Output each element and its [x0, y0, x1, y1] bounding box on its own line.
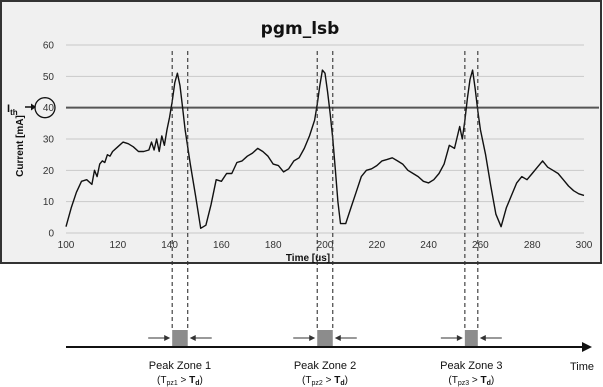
zone-condition-t-sub: pz2 — [312, 380, 323, 387]
zone-condition-d-sub: d — [340, 380, 344, 387]
x-tick-label: 280 — [524, 240, 541, 251]
threshold-arrowhead-icon — [31, 103, 36, 111]
y-tick-label: 20 — [43, 166, 55, 177]
timeline-label: Time — [570, 361, 594, 373]
x-tick-label: 100 — [58, 240, 75, 251]
x-tick-label: 140 — [161, 240, 178, 251]
zone-arrowhead-left-icon — [456, 335, 463, 341]
zone-condition-t-sub: pz1 — [166, 380, 177, 387]
zone-condition-t-sub: pz3 — [458, 380, 469, 387]
peak-zone: Peak Zone 2(Tpz2 > Td) — [293, 51, 357, 387]
y-tick-labels: 0 10 20 30 40 50 60 — [43, 41, 55, 240]
x-tick-label: 160 — [213, 240, 230, 251]
x-tick-label: 220 — [368, 240, 385, 251]
zone-box — [172, 330, 188, 347]
series-line — [65, 69, 585, 229]
zone-arrowhead-right-icon — [189, 335, 196, 341]
y-tick-label: 10 — [43, 197, 55, 208]
threshold-label-main: I — [7, 103, 10, 115]
peak-zones: Peak Zone 1(Tpz1 > Td)Peak Zone 2(Tpz2 >… — [148, 51, 503, 387]
zone-condition-t-main: T — [452, 375, 458, 386]
zone-condition-t-main: T — [305, 375, 311, 386]
zone-condition-gt: > — [178, 375, 189, 386]
zone-condition-d-sub: d — [487, 380, 491, 387]
zone-condition: (Tpz3 > Td) — [448, 375, 494, 387]
chart-title: pgm_lsb — [261, 19, 340, 39]
x-tick-label: 200 — [317, 240, 334, 251]
zone-condition-condition-open: ( — [157, 375, 161, 386]
zone-condition-condition-close: ) — [345, 375, 348, 386]
y-tick-label: 30 — [43, 135, 55, 146]
chart-panel — [0, 0, 602, 264]
threshold-marker: Ith — [7, 97, 56, 119]
zone-condition-condition-close: ) — [491, 375, 494, 386]
zone-condition-condition-open: ( — [448, 375, 452, 386]
x-tick-label: 180 — [265, 240, 282, 251]
zone-arrowhead-left-icon — [164, 335, 171, 341]
zone-condition-d-main: T — [481, 375, 487, 386]
x-axis-label: Time [us] — [286, 253, 330, 264]
zone-arrowhead-right-icon — [479, 335, 486, 341]
zone-condition-condition-close: ) — [200, 375, 203, 386]
x-tick-label: 120 — [109, 240, 126, 251]
zone-box — [464, 330, 478, 347]
zone-label: Peak Zone 1 — [149, 360, 211, 372]
zone-condition-gt: > — [323, 375, 334, 386]
zone-condition-gt: > — [469, 375, 480, 386]
y-tick-label: 0 — [48, 229, 54, 240]
zone-condition-condition-open: ( — [302, 375, 306, 386]
zone-arrowhead-right-icon — [334, 335, 341, 341]
zone-label: Peak Zone 2 — [294, 360, 356, 372]
x-tick-labels: 100 120 140 160 180 200 220 240 260 280 300 — [58, 240, 593, 251]
zone-label: Peak Zone 3 — [440, 360, 502, 372]
x-tick-label: 260 — [472, 240, 489, 251]
zone-arrowhead-left-icon — [309, 335, 316, 341]
x-tick-label: 240 — [420, 240, 437, 251]
threshold-label-sub: th — [10, 108, 18, 117]
zone-condition: (Tpz1 > Td) — [157, 375, 203, 387]
zone-condition-d-main: T — [189, 375, 195, 386]
zone-box — [317, 330, 333, 347]
y-tick-label: 40 — [43, 103, 55, 114]
peak-zone: Peak Zone 3(Tpz3 > Td) — [440, 51, 503, 387]
timeline-arrow-icon — [582, 342, 592, 352]
y-tick-label: 60 — [43, 41, 55, 52]
svg-text:Ith: Ith — [7, 103, 18, 117]
zone-condition: (Tpz2 > Td) — [302, 375, 348, 387]
zone-condition-d-sub: d — [195, 380, 199, 387]
x-tick-label: 300 — [576, 240, 593, 251]
y-axis-label: Current [mA] — [15, 115, 26, 177]
threshold-circle — [34, 97, 56, 119]
y-tick-label: 50 — [43, 72, 55, 83]
peak-zone: Peak Zone 1(Tpz1 > Td) — [148, 51, 212, 387]
zone-condition-t-main: T — [160, 375, 166, 386]
zone-condition-d-main: T — [334, 375, 340, 386]
